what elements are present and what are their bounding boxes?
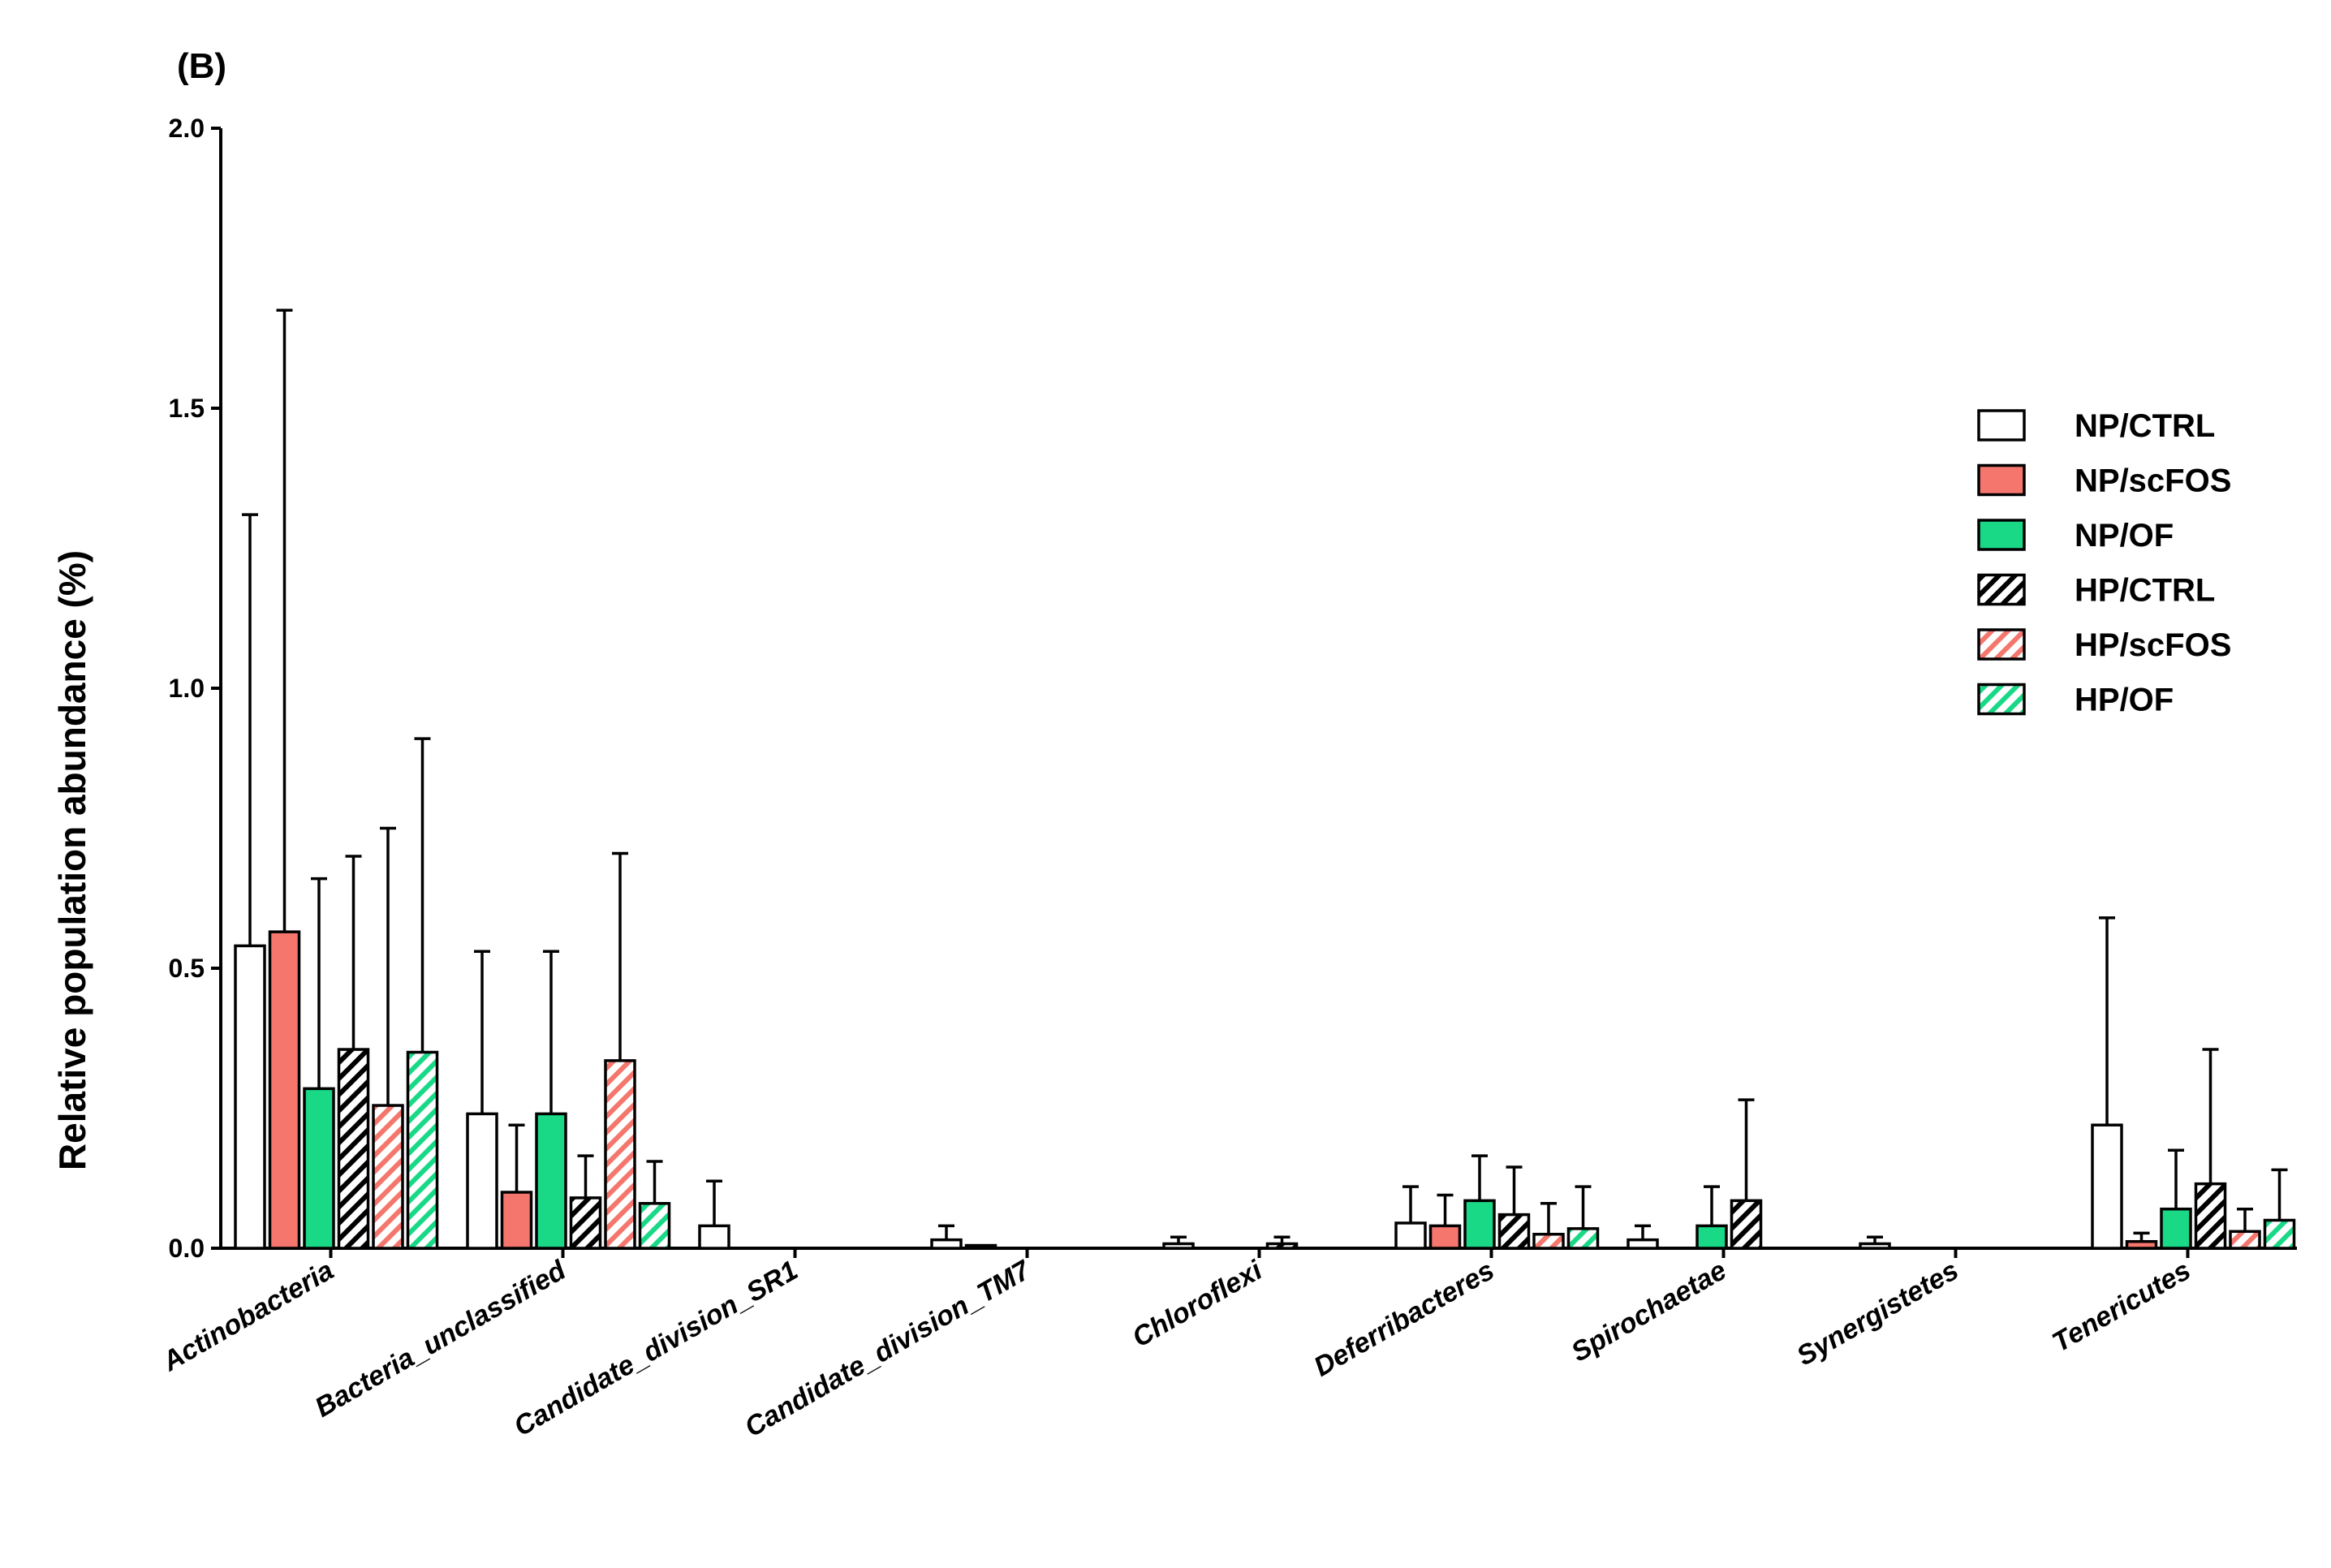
bar [2160, 1207, 2192, 1250]
bar [2091, 1123, 2123, 1250]
x-tick-label: Actinobacteria [157, 1255, 338, 1378]
bar [1859, 1242, 1891, 1250]
legend-label: HP/OF [2075, 683, 2174, 718]
legend-swatch [1977, 573, 2026, 606]
legend-label: NP/scFOS [2075, 463, 2231, 499]
x-tick-label: Chloroflexi [1127, 1254, 1269, 1353]
bar [1497, 1213, 1531, 1250]
legend-label: NP/CTRL [2075, 408, 2215, 444]
x-tick-label: Deferribacteres [1308, 1255, 1499, 1383]
bar [303, 1087, 335, 1250]
legend-label: HP/scFOS [2075, 627, 2231, 663]
bar [2194, 1182, 2227, 1250]
bar [638, 1202, 671, 1250]
bar [234, 944, 266, 1250]
panel-label: (B) [177, 46, 226, 86]
y-tick-label: 0.0 [169, 1234, 205, 1263]
bar-group-spirochaetae [1627, 1098, 1763, 1250]
bar [1162, 1242, 1195, 1250]
y-tick-label: 1.0 [169, 674, 205, 703]
bar-group-actinobacteria [234, 308, 439, 1250]
y-tick-label: 2.0 [169, 114, 205, 143]
legend-label: NP/OF [2075, 518, 2174, 554]
bar [604, 1059, 636, 1250]
x-tick-label: Spirochaetae [1566, 1255, 1732, 1368]
bar [1566, 1227, 1600, 1250]
bar [535, 1112, 567, 1250]
bar [2229, 1230, 2261, 1250]
legend-item: HP/OF [1977, 683, 2174, 718]
legend-swatch [1977, 519, 2026, 551]
bars-layer [234, 308, 2296, 1250]
legend-item: HP/CTRL [1977, 573, 2215, 609]
bar [337, 1048, 370, 1250]
legend-item: NP/OF [1977, 518, 2174, 554]
x-tick-label: Synergistetes [1791, 1255, 1963, 1372]
bar-group-candidate-division-tm7 [930, 1224, 997, 1250]
bar [1532, 1233, 1565, 1250]
y-tick-label: 1.5 [169, 394, 205, 423]
legend-item: HP/scFOS [1977, 627, 2231, 663]
bar-group-candidate-division-sr1 [698, 1179, 730, 1250]
bar [500, 1191, 533, 1250]
bar [698, 1224, 730, 1250]
bar-group-tenericutes [2091, 916, 2296, 1250]
bar [268, 930, 301, 1250]
x-tick-labels: ActinobacteriaBacteria_unclassifiedCandi… [157, 1248, 2196, 1443]
bar-group-deferribacteres [1394, 1154, 1600, 1250]
bar [466, 1112, 498, 1250]
legend-swatch [1977, 683, 2026, 716]
bar [1394, 1221, 1427, 1250]
bar [1730, 1199, 1763, 1250]
legend-label: HP/CTRL [2075, 573, 2215, 609]
bar-group-synergistetes [1859, 1235, 1891, 1250]
legend-swatch [1977, 628, 2026, 661]
bar-group-chloroflexi [1162, 1235, 1299, 1250]
bar [406, 1050, 439, 1250]
bar [1265, 1242, 1299, 1250]
legend-swatch [1977, 409, 2026, 442]
bar [372, 1104, 404, 1250]
y-axis-label: Relative population abundance (%) [51, 550, 93, 1170]
legend-item: NP/scFOS [1977, 463, 2231, 499]
bar [1428, 1224, 1462, 1250]
bar [930, 1238, 963, 1250]
x-tick-label: Bacteria_unclassified [310, 1254, 572, 1423]
legend-swatch [1977, 463, 2026, 497]
bar [1695, 1224, 1728, 1250]
bar [1463, 1199, 1496, 1250]
legend: NP/CTRL NP/scFOS NP/OF HP/CTRL HP/scFOS HP/OF [1977, 408, 2231, 718]
bar [1627, 1238, 1659, 1250]
bar [569, 1196, 602, 1250]
bar [2263, 1218, 2296, 1250]
bar [964, 1243, 997, 1250]
y-tick-label: 0.5 [169, 954, 205, 983]
bar [2125, 1239, 2158, 1250]
legend-item: NP/CTRL [1977, 408, 2215, 444]
x-tick-label: Tenericutes [2047, 1255, 2195, 1359]
bar-group-bacteria-unclassified [466, 851, 671, 1250]
